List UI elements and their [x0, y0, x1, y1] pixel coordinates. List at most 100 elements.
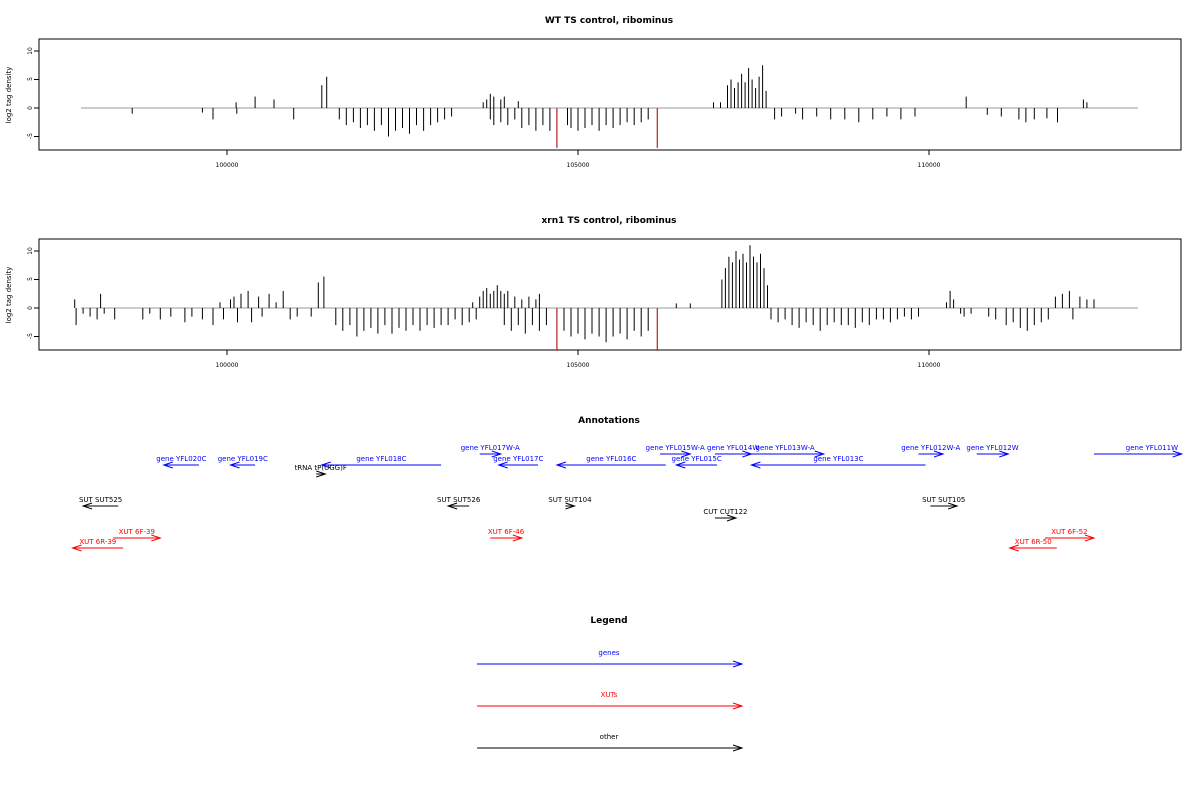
feature-arrowhead [81, 502, 93, 510]
feature-label: gene YFL015W-A [646, 444, 705, 452]
feature-genes: gene YFL017W-A [461, 444, 520, 458]
feature-label: XUT 6F-39 [119, 528, 155, 536]
feature-label: SUT SUT104 [548, 496, 592, 504]
legend-label: XUTs [601, 691, 618, 699]
feature-label: gene YFL019C [218, 455, 268, 463]
feature-genes: gene YFL018C [320, 455, 442, 469]
plot-frame [38, 238, 1182, 351]
feature-arrowhead [749, 461, 761, 469]
feature-label: gene YFL014W [707, 444, 759, 452]
feature-other: SUT SUT525 [79, 496, 122, 510]
feature-arrowhead [681, 450, 692, 458]
legend-label: genes [598, 649, 619, 657]
feature-XUTs: XUT 6F-52 [1044, 528, 1096, 542]
feature-XUTs: XUT 6R-39 [70, 538, 124, 552]
feature-label: gene YFL011W [1126, 444, 1178, 452]
feature-arrowhead [320, 461, 331, 469]
feature-label: CUT CUT122 [703, 508, 747, 516]
legend: Legend genes XUTs other [477, 616, 744, 752]
feature-other: CUT CUT122 [703, 508, 748, 522]
feature-label: gene YFL015C [672, 455, 722, 463]
y-tick-label: 10 [27, 47, 34, 55]
annotations-track: Annotations gene YFL020C gene YFL019C gene… [70, 416, 1184, 552]
feature-genes: gene YFL020C [156, 455, 207, 469]
y-tick-label: -5 [27, 133, 34, 139]
y-tick-label: 5 [27, 77, 34, 81]
feature-XUTs: XUT 6F-39 [113, 528, 162, 542]
x-tick-label: 105000 [567, 362, 590, 369]
legend-label: other [600, 733, 619, 741]
feature-other: tRNA tP(UGG)F [295, 464, 347, 478]
feature-other: SUT SUT104 [548, 496, 592, 510]
feature-group: gene YFL020C gene YFL019C gene YFL018C gene… [70, 444, 1184, 552]
feature-label: gene YFL018C [356, 455, 406, 463]
x-tick-label: 110000 [918, 162, 941, 169]
feature-arrowhead [228, 461, 240, 469]
feature-label: XUT 6F-46 [488, 528, 525, 536]
feature-label: gene YFL017C [493, 455, 543, 463]
feature-arrowhead [565, 502, 577, 510]
legend-title: Legend [590, 616, 627, 626]
feature-genes: gene YFL016C [555, 455, 666, 469]
legend-arrowhead [732, 744, 744, 752]
feature-label: gene YFL012W-A [901, 444, 960, 452]
y-axis-label: log2 tag density [5, 267, 13, 324]
feature-arrowhead [70, 544, 82, 552]
feature-genes: gene YFL013C [749, 455, 926, 469]
wt-coverage-panel: WT TS control, ribominus log2 tag densit… [5, 16, 1182, 169]
feature-genes: gene YFL011W [1093, 444, 1184, 458]
feature-arrowhead [814, 450, 826, 458]
axis-ticks: 100000 105000 110000 10 5 0 -5 [27, 47, 941, 169]
feature-label: XUT 6F-52 [1051, 528, 1087, 536]
x-tick-label: 100000 [216, 362, 239, 369]
axis-ticks: 100000 105000 110000 10 5 0 -5 [27, 247, 941, 369]
feature-arrowhead [491, 450, 503, 458]
annotations-title: Annotations [578, 416, 640, 426]
y-tick-label: 0 [27, 306, 34, 310]
feature-genes: gene YFL012W-A [901, 444, 960, 458]
feature-genes: gene YFL012W [966, 444, 1019, 458]
feature-arrowhead [933, 450, 945, 458]
feature-arrowhead [162, 461, 173, 469]
feature-label: SUT SUT525 [79, 496, 122, 504]
chart-title: xrn1 TS control, ribominus [541, 216, 676, 226]
legend-items: genes XUTs other [477, 649, 744, 752]
feature-arrowhead [1172, 450, 1184, 458]
feature-label: XUT 6R-50 [1015, 538, 1052, 546]
feature-other: SUT SUT526 [437, 496, 481, 510]
feature-label: gene YFL020C [156, 455, 206, 463]
feature-label: gene YFL012W [966, 444, 1018, 452]
x-tick-label: 105000 [567, 162, 590, 169]
feature-arrowhead [446, 502, 458, 510]
xrn1-coverage-panel: xrn1 TS control, ribominus log2 tag dens… [5, 216, 1182, 369]
feature-label: SUT SUT105 [922, 496, 965, 504]
feature-label: SUT SUT526 [437, 496, 481, 504]
feature-arrowhead [497, 461, 508, 469]
legend-item-other: other [477, 733, 744, 752]
feature-arrowhead [1008, 544, 1019, 552]
feature-XUTs: XUT 6R-50 [1008, 538, 1057, 552]
feature-label: gene YFL017W-A [461, 444, 520, 452]
y-tick-label: -5 [27, 333, 34, 339]
y-tick-label: 10 [27, 247, 34, 255]
feature-arrowhead [674, 461, 686, 469]
legend-arrowhead [732, 702, 744, 710]
feature-label: XUT 6R-39 [79, 538, 116, 546]
feature-arrowhead [726, 514, 738, 522]
feature-label: gene YFL013C [813, 455, 863, 463]
y-tick-label: 5 [27, 277, 34, 281]
feature-arrowhead [947, 502, 959, 510]
y-tick-label: 0 [27, 106, 34, 110]
legend-item-XUTs: XUTs [477, 691, 744, 710]
legend-item-genes: genes [477, 649, 744, 668]
feature-arrowhead [999, 450, 1010, 458]
feature-arrowhead [1084, 534, 1096, 542]
y-axis-label: log2 tag density [5, 67, 13, 124]
feature-genes: gene YFL019C [218, 455, 268, 469]
feature-genes: gene YFL015C [672, 455, 722, 469]
feature-XUTs: XUT 6F-46 [488, 528, 525, 542]
x-tick-label: 100000 [216, 162, 239, 169]
feature-other: SUT SUT105 [922, 496, 965, 510]
chart-title: WT TS control, ribominus [545, 16, 673, 26]
